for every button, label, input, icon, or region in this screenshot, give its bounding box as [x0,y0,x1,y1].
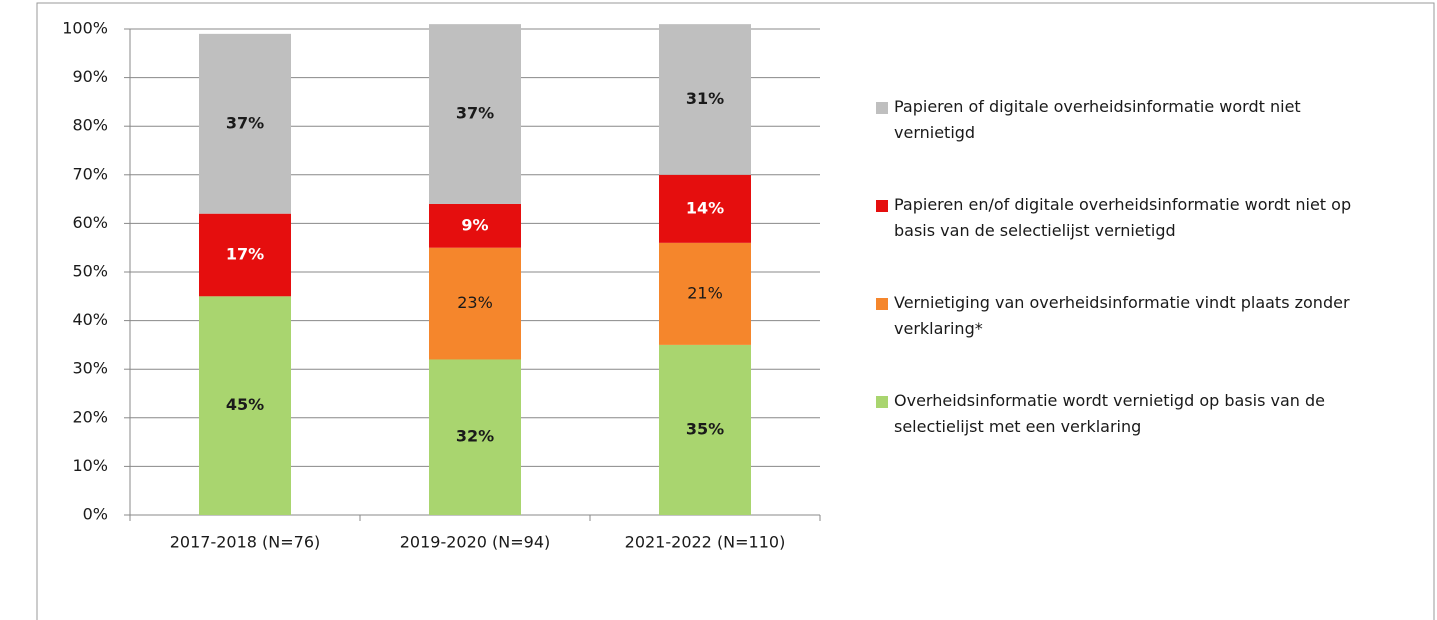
x-tick-label: 2019-2020 (N=94) [400,533,551,552]
legend-swatch [876,200,888,212]
bar-segment [199,213,291,297]
bar-segment [199,296,291,515]
x-tick-label: 2017-2018 (N=76) [170,533,321,552]
data-label: 17% [226,244,264,263]
legend-item: Vernietiging van overheidsinformatie vin… [876,290,1354,342]
bar-segment [429,203,521,248]
y-tick-label: 10% [72,456,108,475]
bar-segment [429,24,521,204]
y-tick-label: 90% [72,67,108,86]
bar-segment [429,247,521,360]
legend-item: Overheidsinformatie wordt vernietigd op … [876,388,1354,440]
y-tick-label: 80% [72,116,108,135]
y-tick-label: 0% [83,505,108,524]
bar-segment [659,24,751,175]
bar-segment [659,344,751,515]
bar-segment [659,174,751,243]
bar-segment [659,242,751,345]
data-label: 45% [226,395,264,414]
data-label: 23% [457,293,493,312]
data-label: 9% [461,215,488,234]
data-label: 21% [687,283,723,302]
legend-label: Vernietiging van overheidsinformatie vin… [894,293,1350,338]
x-tick-label: 2021-2022 (N=110) [625,533,786,552]
y-tick-label: 40% [72,310,108,329]
data-label: 37% [226,113,264,132]
legend-label: Papieren en/of digitale overheidsinforma… [894,195,1352,240]
legend-swatch [876,298,888,310]
bar-segment [429,359,521,515]
y-tick-label: 30% [72,359,108,378]
y-tick-label: 60% [72,213,108,232]
y-tick-label: 20% [72,407,108,426]
legend-item: Papieren en/of digitale overheidsinforma… [876,192,1354,244]
legend-swatch [876,102,888,114]
legend-item: Papieren of digitale overheidsinformatie… [876,94,1354,146]
frame [36,2,1435,620]
y-tick-label: 70% [72,164,108,183]
legend-label: Overheidsinformatie wordt vernietigd op … [894,391,1326,436]
y-tick-label: 100% [62,19,108,38]
bar-segment [199,33,291,214]
data-label: 32% [456,427,494,446]
legend-label: Papieren of digitale overheidsinformatie… [894,97,1301,142]
data-label: 37% [456,104,494,123]
data-label: 14% [686,198,724,217]
data-label: 31% [686,89,724,108]
y-tick-label: 50% [72,262,108,281]
data-label: 35% [686,419,724,438]
legend-swatch [876,396,888,408]
